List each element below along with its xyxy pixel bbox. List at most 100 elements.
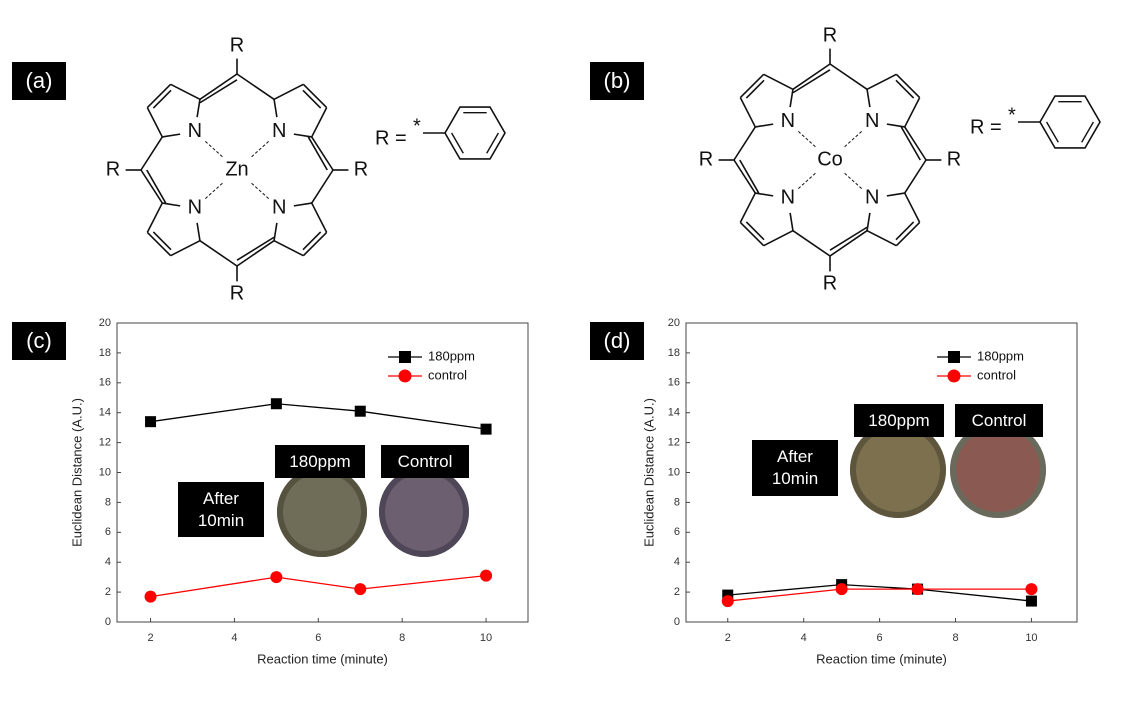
annotation-box <box>178 482 264 537</box>
substituent-label: R <box>823 24 837 46</box>
x-tick-label: 10 <box>1025 632 1037 644</box>
metal-label: Co <box>817 148 843 170</box>
data-point <box>480 423 492 435</box>
x-axis-label: Reaction time (minute) <box>816 651 947 666</box>
bond <box>170 83 201 101</box>
bond <box>273 222 278 241</box>
bond <box>763 229 794 247</box>
y-tick-label: 20 <box>99 317 111 329</box>
bond <box>900 126 921 161</box>
annotation-text: 180ppm <box>289 451 351 471</box>
nitrogen-label: N <box>188 120 202 142</box>
bond <box>146 83 172 109</box>
bond <box>745 221 765 241</box>
panel-label-box <box>12 322 66 360</box>
substituent-label: R <box>699 148 713 170</box>
legend-label: 180ppm <box>428 348 475 363</box>
bond <box>273 99 278 118</box>
annotation-text: After 10min <box>197 488 245 530</box>
bond <box>293 133 312 138</box>
benzene-ring <box>444 106 506 160</box>
bond <box>903 192 921 223</box>
data-point <box>911 583 924 596</box>
data-point <box>354 405 366 417</box>
bond <box>152 231 172 251</box>
bond <box>146 169 167 204</box>
annotation: 180ppm <box>289 451 351 471</box>
bond <box>733 159 756 194</box>
legend-marker <box>948 351 960 363</box>
bond <box>162 133 181 138</box>
bond <box>311 169 334 204</box>
bond <box>311 136 334 171</box>
bond <box>829 230 868 257</box>
substituent-label: R <box>106 158 120 180</box>
bond <box>450 132 464 154</box>
y-tick-label: 12 <box>99 437 111 449</box>
bond <box>307 136 328 171</box>
bond <box>310 202 328 233</box>
y-tick-label: 12 <box>668 437 680 449</box>
y-tick-label: 6 <box>674 526 680 538</box>
bond <box>792 230 831 257</box>
annotation: After 10min <box>197 488 245 530</box>
y-tick-label: 14 <box>99 407 111 419</box>
y-tick-label: 2 <box>674 586 680 598</box>
bond <box>866 89 871 108</box>
y-tick-label: 8 <box>105 496 111 508</box>
series-line <box>727 583 1032 602</box>
x-tick-label: 6 <box>877 632 883 644</box>
data-point <box>354 583 367 596</box>
nitrogen-label: N <box>781 110 795 132</box>
y-tick-label: 14 <box>668 407 680 419</box>
bond <box>904 159 927 194</box>
y-tick-label: 8 <box>674 496 680 508</box>
bond <box>302 89 322 109</box>
x-tick-label: 2 <box>725 632 731 644</box>
bond <box>798 171 817 190</box>
panel-label: (b) <box>604 68 631 93</box>
bond <box>739 73 765 99</box>
bond <box>146 231 172 257</box>
attachment-point: * <box>1008 104 1016 126</box>
bond <box>170 239 201 257</box>
nitrogen-label: N <box>188 196 202 218</box>
y-tick-label: 16 <box>99 377 111 389</box>
bond <box>763 73 794 91</box>
data-point <box>1025 595 1037 607</box>
data-point <box>1025 583 1038 596</box>
series-line <box>150 575 487 598</box>
bond <box>196 99 201 118</box>
annotation-box <box>955 404 1043 437</box>
substituent-label: R <box>823 272 837 294</box>
nitrogen-label: N <box>272 196 286 218</box>
nitrogen-label: N <box>865 110 879 132</box>
legend-label: control <box>977 367 1016 382</box>
y-tick-label: 4 <box>674 556 680 568</box>
annotation-box <box>752 440 838 496</box>
bond <box>739 221 765 247</box>
y-tick-label: 18 <box>99 347 111 359</box>
bond <box>250 181 269 200</box>
panel-label: (a) <box>26 68 53 93</box>
bond <box>236 240 275 267</box>
data-point <box>721 595 734 608</box>
chart: 0 2 4 6 8 10 12 14 16 18 20 2 4 6 8 10 Reaction time (mi… <box>69 317 529 666</box>
substituent-label: R <box>230 34 244 56</box>
y-axis-label: Euclidean Distance (A.U.) <box>69 398 84 547</box>
bond <box>486 132 500 154</box>
nitrogen-label: N <box>865 186 879 208</box>
bond <box>302 231 322 251</box>
bond <box>310 107 328 138</box>
bond <box>739 97 757 128</box>
bond <box>273 83 304 101</box>
annotation: After 10min <box>771 447 819 488</box>
sample-photo <box>379 467 469 557</box>
bond <box>199 73 238 100</box>
porphyrin-structure <box>718 48 942 272</box>
legend-marker <box>947 369 961 383</box>
annotation-text: After 10min <box>771 447 819 488</box>
legend-label: 180ppm <box>977 348 1024 363</box>
